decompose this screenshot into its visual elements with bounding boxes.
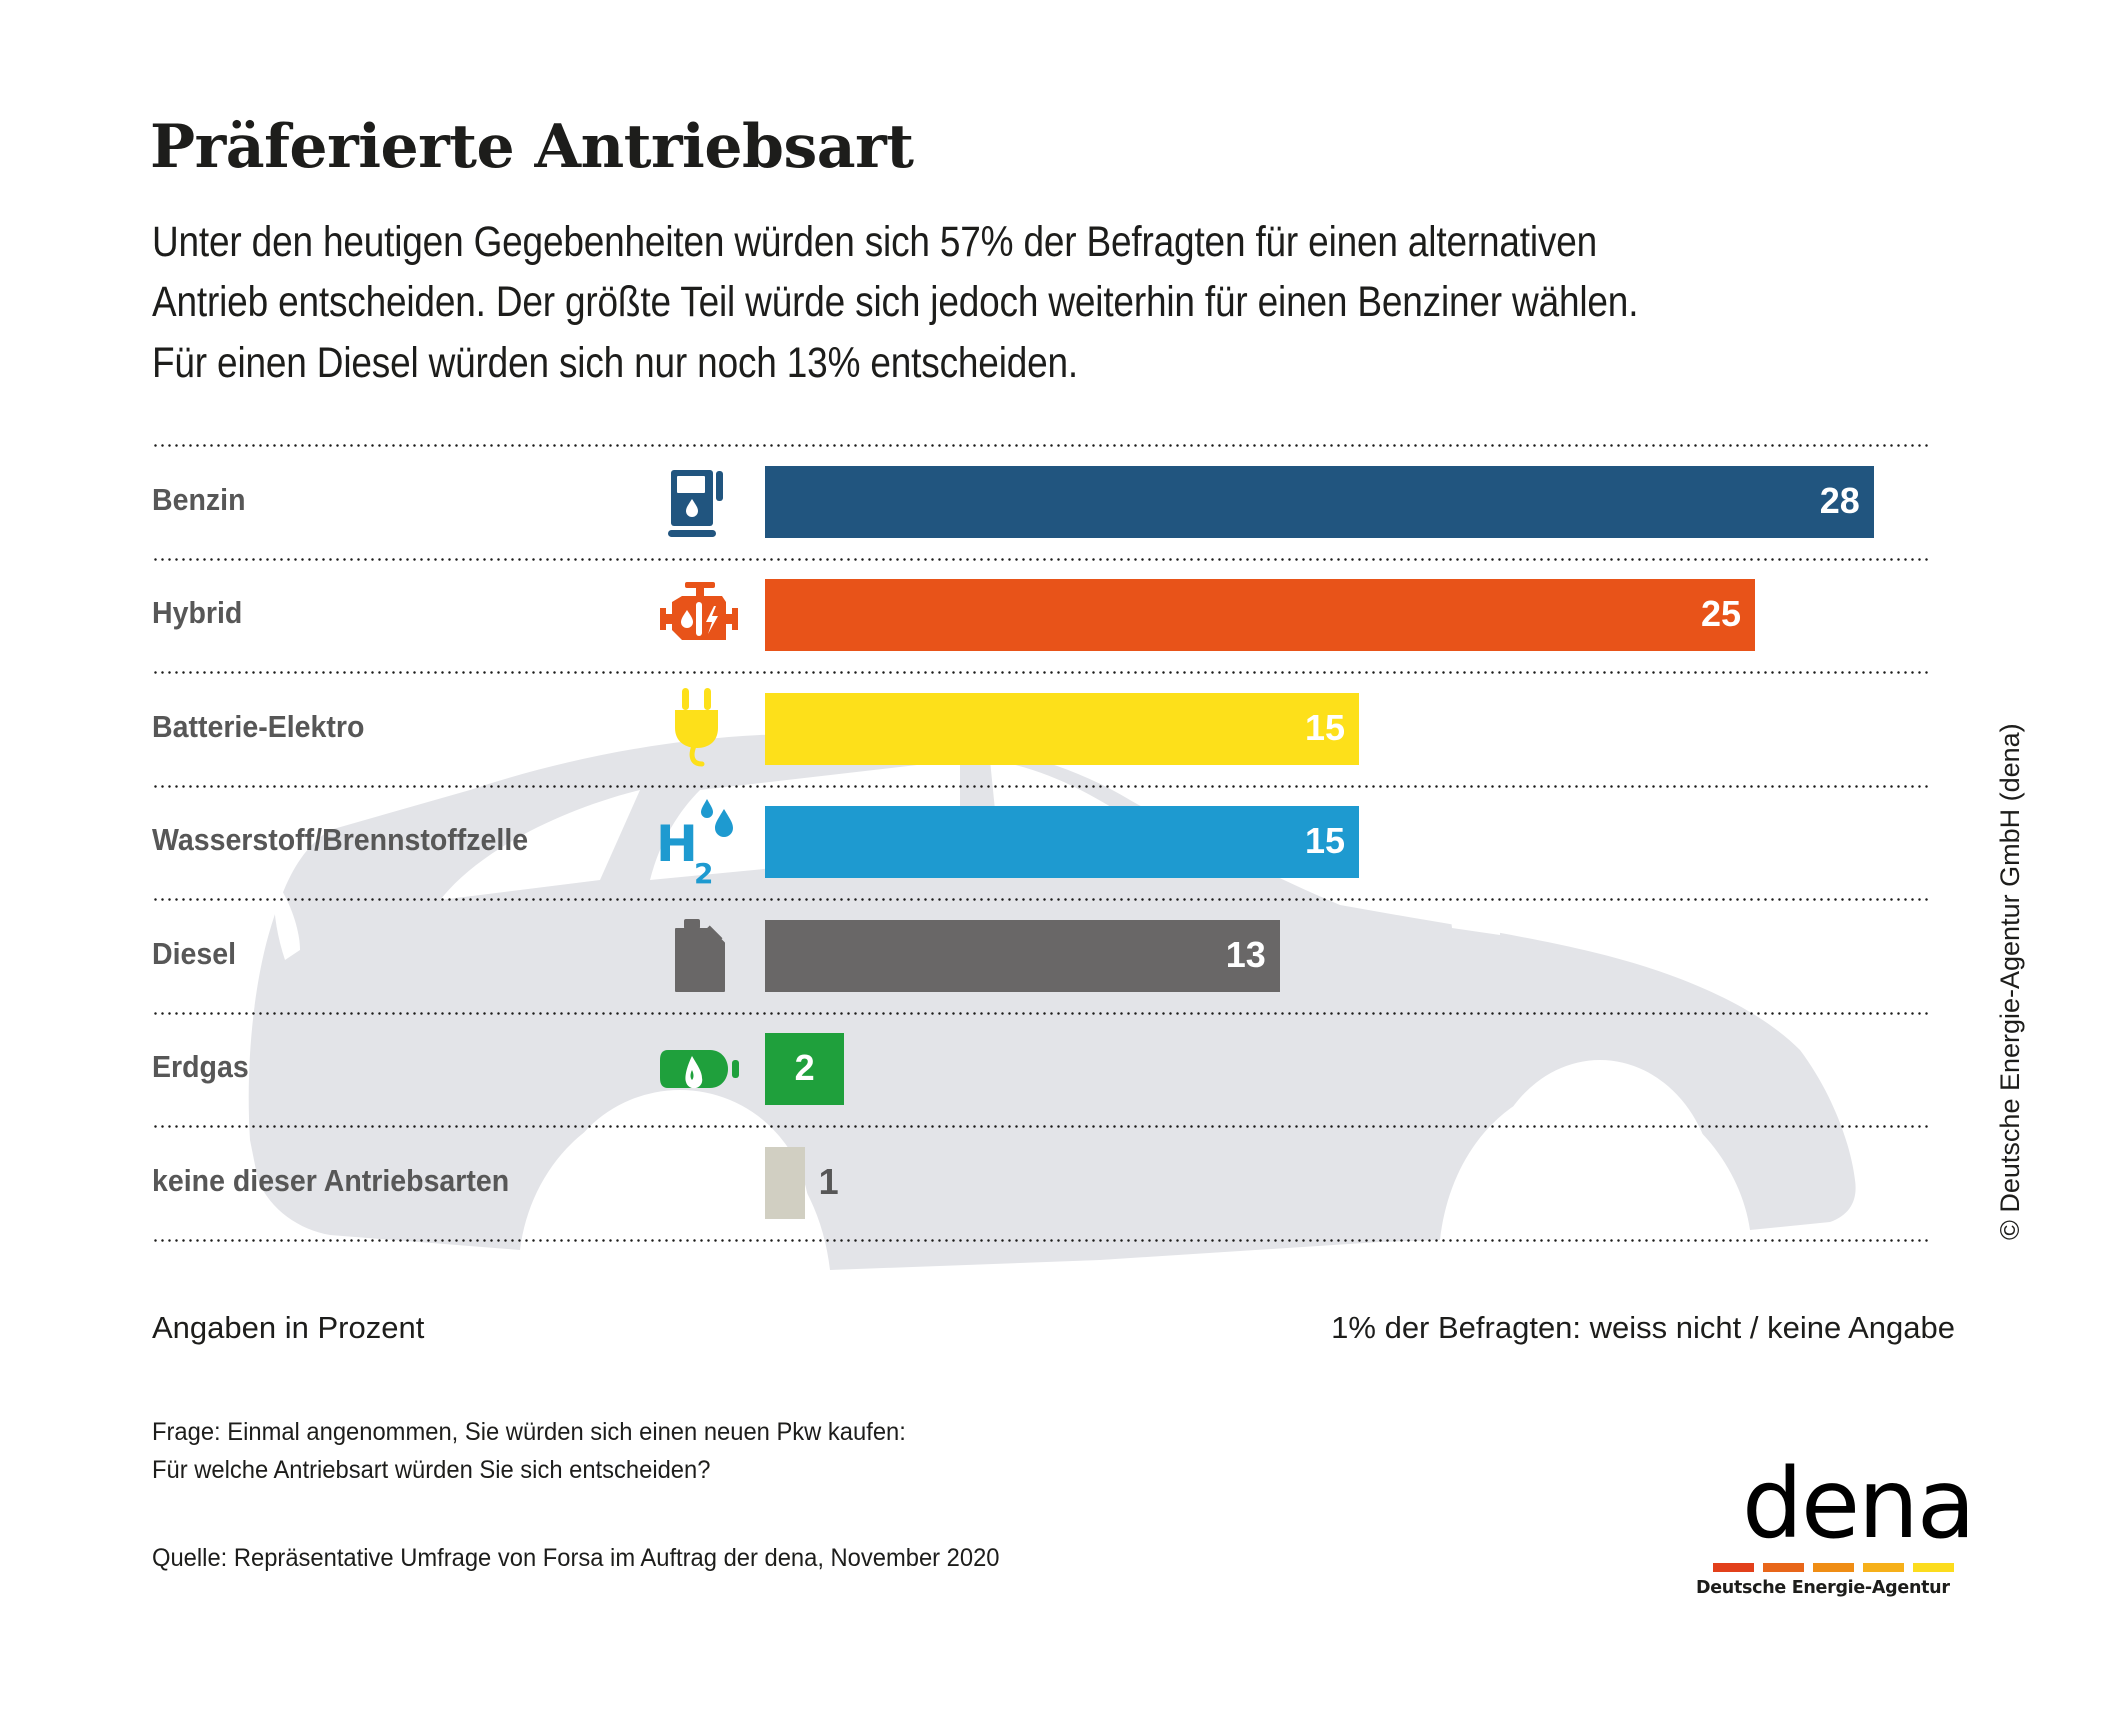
category-label: keine dieser Antriebsarten <box>152 1162 510 1198</box>
car-headlight <box>1700 935 1770 985</box>
question-line-1: Frage: Einmal angenommen, Sie würden sic… <box>152 1418 906 1446</box>
category-label: Wasserstoff/Brennstoffzelle <box>152 822 529 858</box>
car-body <box>248 734 1856 1270</box>
value-label: 1 <box>818 1160 839 1202</box>
unit-note: Angaben in Prozent <box>152 1310 425 1345</box>
bar <box>765 465 1874 538</box>
row-separator <box>152 444 1930 447</box>
car-window-back <box>440 790 640 900</box>
gas-cylinder-icon <box>660 1050 739 1089</box>
category-label: Diesel <box>152 935 237 971</box>
svg-text:H: H <box>656 815 698 873</box>
value-label: 15 <box>1304 820 1345 862</box>
bar <box>765 1146 805 1219</box>
value-label: 15 <box>1304 706 1345 748</box>
car-door-handle <box>1450 910 1500 935</box>
bar <box>765 579 1755 652</box>
car-wheel-front <box>1485 1060 1715 1330</box>
hydrogen-icon: H 2 <box>656 799 733 887</box>
value-label: 2 <box>794 1047 815 1089</box>
car-wheel-rear <box>550 1090 810 1350</box>
fuel-pump-icon <box>668 469 723 537</box>
logo-bar-2 <box>1763 1563 1804 1572</box>
subtitle-line-1: Unter den heutigen Gegebenheiten würden … <box>152 218 1598 266</box>
row-separator <box>152 557 1930 561</box>
logo-bar-4 <box>1863 1563 1904 1572</box>
value-label: 13 <box>1225 933 1266 975</box>
row-separator <box>152 1011 1930 1015</box>
chart-title: Präferierte Antriebsart <box>150 112 914 182</box>
row-separator <box>152 898 1930 901</box>
source-note: Quelle: Repräsentative Umfrage von Forsa… <box>152 1544 1000 1572</box>
subtitle-line-2: Antrieb entscheiden. Der größte Teil wür… <box>152 278 1639 326</box>
category-label: Benzin <box>152 481 246 517</box>
plug-icon <box>675 687 718 767</box>
subtitle-line-3: Für einen Diesel würden sich nur noch 13… <box>152 339 1079 387</box>
logo-bar-5 <box>1913 1563 1954 1572</box>
row-separator <box>152 671 1930 674</box>
jerry-can-icon <box>675 918 725 992</box>
bar <box>765 1033 845 1106</box>
copyright-note: © Deutsche Energie-Agentur GmbH (dena) <box>1995 723 2025 1240</box>
bar <box>765 692 1359 765</box>
dont-know-note: 1% der Befragten: weiss nicht / keine An… <box>1331 1310 1955 1345</box>
logo-wordmark: dena <box>1742 1448 1976 1560</box>
category-label: Batterie-Elektro <box>152 708 365 744</box>
svg-text:2: 2 <box>694 857 713 887</box>
question-line-2: Für welche Antriebsart würden Sie sich e… <box>152 1456 711 1484</box>
value-label: 28 <box>1819 479 1860 521</box>
row-separator <box>152 1125 1930 1128</box>
bar <box>765 806 1359 879</box>
hybrid-engine-icon <box>660 582 738 641</box>
row-separator <box>152 784 1930 788</box>
logo-subtitle: Deutsche Energie-Agentur <box>1696 1578 1950 1598</box>
value-label: 25 <box>1700 593 1741 635</box>
logo-bar-3 <box>1813 1563 1854 1572</box>
row-separator <box>152 1238 1930 1242</box>
logo-bar-1 <box>1713 1563 1754 1572</box>
bar <box>765 919 1280 992</box>
category-label: Erdgas <box>152 1049 249 1085</box>
category-label: Hybrid <box>152 595 243 631</box>
